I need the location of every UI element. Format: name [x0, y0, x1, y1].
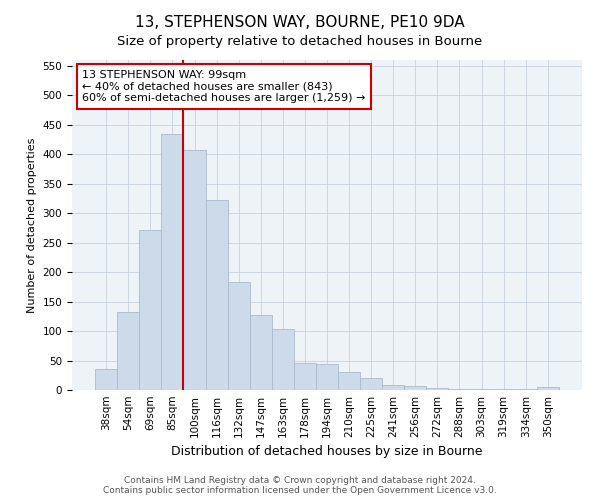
Bar — [227, 282, 250, 390]
Bar — [294, 364, 316, 390]
Bar — [427, 388, 448, 390]
Bar — [95, 370, 117, 390]
Bar — [139, 230, 161, 390]
X-axis label: Distribution of detached houses by size in Bourne: Distribution of detached houses by size … — [171, 446, 483, 458]
Bar — [250, 314, 272, 390]
Bar — [470, 389, 493, 390]
Bar — [316, 364, 338, 390]
Bar — [117, 312, 139, 390]
Bar — [161, 134, 184, 390]
Text: 13, STEPHENSON WAY, BOURNE, PE10 9DA: 13, STEPHENSON WAY, BOURNE, PE10 9DA — [135, 15, 465, 30]
Y-axis label: Number of detached properties: Number of detached properties — [27, 138, 37, 312]
Text: 13 STEPHENSON WAY: 99sqm
← 40% of detached houses are smaller (843)
60% of semi-: 13 STEPHENSON WAY: 99sqm ← 40% of detach… — [82, 70, 365, 103]
Bar — [537, 387, 559, 390]
Bar — [272, 330, 294, 390]
Bar — [206, 200, 227, 390]
Bar — [382, 386, 404, 390]
Bar — [184, 150, 206, 390]
Bar — [404, 386, 427, 390]
Bar — [360, 378, 382, 390]
Bar — [448, 389, 470, 390]
Text: Contains HM Land Registry data © Crown copyright and database right 2024.
Contai: Contains HM Land Registry data © Crown c… — [103, 476, 497, 495]
Bar — [338, 372, 360, 390]
Text: Size of property relative to detached houses in Bourne: Size of property relative to detached ho… — [118, 35, 482, 48]
